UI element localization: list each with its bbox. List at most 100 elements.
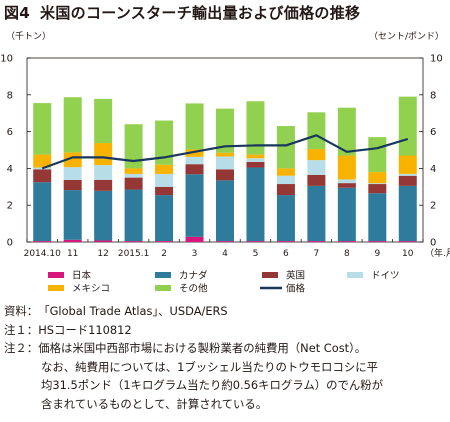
y-tick-label-right: 6 (430, 127, 436, 138)
bar-segment (124, 189, 143, 242)
y-axis-left-unit: （千トン） (6, 31, 51, 42)
y-tick-label-left: 6 (7, 127, 13, 138)
legend-label: メキシコ (72, 284, 110, 295)
bar-segment (246, 158, 265, 162)
bar-segment (216, 156, 234, 170)
bar-segment (216, 169, 234, 181)
notes: 資料： 「Global Trade Atlas」、USDA/ERS 注１： HSコード… (4, 302, 448, 414)
chart: （千トン） （セント/ポンド） 0 0 2 2 4 4 6 6 8 8 10 10 2014.10 11 1… (0, 31, 450, 295)
bar-segment (155, 241, 174, 242)
bar-segment (33, 154, 52, 168)
legend-label: 価格 (286, 283, 306, 295)
bar-segment (185, 174, 204, 237)
note-label: 資料： (4, 304, 39, 318)
bar-segment (63, 152, 82, 168)
bar-segment (63, 167, 82, 180)
bar-segment (246, 101, 265, 155)
bar-segment (337, 155, 356, 180)
bar-segment (33, 103, 52, 155)
bar-segment (33, 241, 52, 242)
bar-segment (216, 180, 234, 242)
bar-segment (368, 184, 387, 194)
note-text: 「Global Trade Atlas」、USDA/ERS (38, 304, 228, 318)
bar-segment (63, 190, 82, 240)
bar-segment (398, 175, 417, 186)
y-tick-label-right: 0 (430, 238, 436, 249)
bar-segment (246, 154, 265, 159)
bar-segment (276, 241, 295, 242)
legend-label: ドイツ (371, 271, 400, 282)
bar-segment (307, 112, 326, 150)
x-tick-label: 4 (222, 249, 228, 259)
bar-segment (368, 241, 387, 242)
bar-segment (33, 182, 52, 242)
bar-segment (124, 177, 143, 190)
bar-segment (307, 160, 326, 175)
bar-segment (398, 173, 417, 176)
bar-segment (398, 155, 417, 174)
bar-segment (337, 183, 356, 188)
x-tick-label: 12 (97, 249, 108, 259)
legend-swatch (48, 272, 64, 278)
bar-segment (246, 161, 265, 168)
x-tick-label: 7 (314, 249, 320, 259)
x-tick-label: 5 (253, 249, 259, 259)
bar-segment (337, 241, 356, 242)
note-label: 注２： (4, 341, 39, 356)
y-tick-label-left: 4 (7, 164, 13, 175)
bar-segment (185, 103, 204, 150)
x-tick-label: 10 (402, 249, 414, 259)
figure-title-text: 米国のコーンスターチ輸出量および価格の推移 (40, 4, 361, 22)
x-tick-label: 9 (374, 249, 380, 259)
bar-segment (337, 107, 356, 156)
bar-segment (185, 156, 204, 165)
y-tick-label-left: 10 (0, 54, 13, 65)
bar-segment (398, 185, 417, 242)
bar-segment (276, 184, 295, 196)
legend-swatch (48, 285, 64, 291)
figure-number: 図4 (4, 4, 31, 22)
legend-swatch (262, 272, 278, 278)
bar-segment (155, 195, 174, 242)
x-tick-label: 2015.1 (118, 249, 150, 259)
note-row: 資料： 「Global Trade Atlas」、USDA/ERS (4, 302, 448, 321)
bar-segment (124, 124, 143, 169)
bar-segment (94, 190, 113, 241)
bar-segment (94, 143, 113, 166)
bar-segment (155, 186, 174, 196)
bar-segment (307, 149, 326, 161)
figure-title: 図4 米国のコーンスターチ輸出量および価格の推移 (4, 2, 360, 23)
note-continuation-line: なお、純費用については、1ブッシェル当たりのトウモロコシに平 (41, 359, 379, 374)
bar-segment (337, 187, 356, 242)
bar-segment (185, 149, 204, 157)
bar-segment (337, 179, 356, 184)
note-continuation-line: 含まれているものとして、計算されている。 (41, 396, 268, 411)
note-text: 価格は米国中西部市場における製粉業者の純費用（Net Cost）。 (38, 341, 367, 356)
price-line (41, 134, 409, 170)
y-tick-label-right: 2 (430, 201, 436, 212)
bar-segment (124, 173, 143, 178)
y-tick-label-left: 2 (7, 201, 13, 212)
legend-swatch (155, 272, 171, 278)
x-tick-label: 2 (161, 249, 167, 259)
bar-segment (276, 175, 295, 185)
bar-segment (63, 179, 82, 191)
x-tick-label: 2014.10 (24, 249, 61, 259)
x-tick-label: 6 (283, 249, 289, 259)
bar-segment (246, 241, 265, 242)
bar-segment (216, 108, 234, 153)
bar-segment (94, 98, 113, 144)
bar-segment (216, 152, 234, 157)
bar-segment (276, 168, 295, 176)
bar-segment (368, 172, 387, 184)
y-tick-label-right: 10 (430, 54, 443, 65)
y-tick-label-left: 0 (7, 238, 13, 249)
x-tick-label: 11 (67, 249, 78, 259)
x-tick-label: 8 (344, 249, 350, 259)
legend-label: 英国 (286, 270, 305, 282)
note-continuation-line: 均31.5ポンド（1キログラム当たり約0.56キログラム）のでん粉が (41, 378, 384, 393)
y-tick-label-right: 8 (430, 90, 436, 101)
legend-label: その他 (179, 283, 208, 295)
bar-segment (63, 239, 82, 242)
